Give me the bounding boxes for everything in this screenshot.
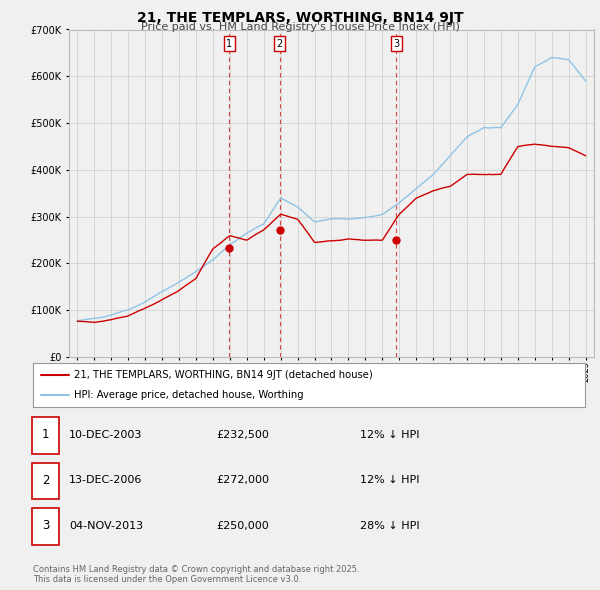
Text: £232,500: £232,500 — [216, 430, 269, 440]
Text: 2: 2 — [277, 38, 283, 48]
Text: 21, THE TEMPLARS, WORTHING, BN14 9JT: 21, THE TEMPLARS, WORTHING, BN14 9JT — [137, 11, 463, 25]
Text: 1: 1 — [226, 38, 232, 48]
Text: Contains HM Land Registry data © Crown copyright and database right 2025.
This d: Contains HM Land Registry data © Crown c… — [33, 565, 359, 584]
Text: 10-DEC-2003: 10-DEC-2003 — [69, 430, 142, 440]
Text: 12% ↓ HPI: 12% ↓ HPI — [360, 476, 419, 485]
Text: £250,000: £250,000 — [216, 521, 269, 530]
Text: Price paid vs. HM Land Registry's House Price Index (HPI): Price paid vs. HM Land Registry's House … — [140, 22, 460, 32]
Text: 3: 3 — [42, 519, 49, 532]
Text: 1: 1 — [42, 428, 49, 441]
Text: 12% ↓ HPI: 12% ↓ HPI — [360, 430, 419, 440]
Text: £272,000: £272,000 — [216, 476, 269, 485]
Text: 13-DEC-2006: 13-DEC-2006 — [69, 476, 142, 485]
Text: 28% ↓ HPI: 28% ↓ HPI — [360, 521, 419, 530]
Text: 2: 2 — [42, 474, 49, 487]
Text: 3: 3 — [394, 38, 400, 48]
Text: 04-NOV-2013: 04-NOV-2013 — [69, 521, 143, 530]
Text: 21, THE TEMPLARS, WORTHING, BN14 9JT (detached house): 21, THE TEMPLARS, WORTHING, BN14 9JT (de… — [74, 370, 373, 380]
Text: HPI: Average price, detached house, Worthing: HPI: Average price, detached house, Wort… — [74, 390, 304, 400]
